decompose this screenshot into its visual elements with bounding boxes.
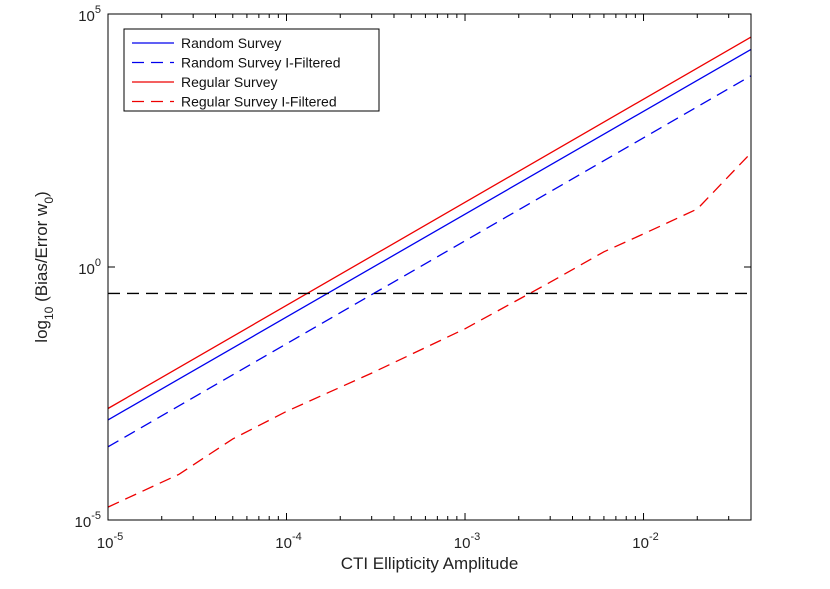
legend-label-2: Random Survey I-Filtered [181, 55, 341, 71]
x-axis-label: CTI Ellipticity Amplitude [341, 554, 519, 573]
series-line-3 [107, 36, 752, 410]
x-tick-label: 10-4 [275, 531, 301, 552]
x-tick-label: 10-2 [632, 531, 658, 552]
legend: Random Survey Random Survey I-Filtered Reg… [123, 28, 380, 112]
legend-label-4: Regular Survey I-Filtered [181, 94, 337, 110]
legend-label-1: Random Survey [181, 35, 281, 51]
legend-label-3: Regular Survey [181, 74, 278, 90]
y-axis-label: log10 (Bias/Error w0) [32, 191, 56, 342]
y-tick-label: 10-5 [75, 510, 101, 531]
x-tick-label: 10-5 [97, 531, 123, 552]
series-layer [107, 36, 752, 508]
series-line-1 [107, 48, 752, 421]
x-tick-labels: 10-5 10-4 10-3 10-2 [97, 531, 659, 552]
x-tick-label: 10-3 [454, 531, 480, 552]
y-tick-label: 105 [78, 4, 101, 25]
plot-frame [107, 13, 752, 521]
y-tick-labels: 10-5 100 105 [75, 4, 101, 531]
series-line-2 [107, 75, 752, 448]
series-line-4 [107, 152, 752, 508]
y-tick-label: 100 [78, 257, 101, 278]
